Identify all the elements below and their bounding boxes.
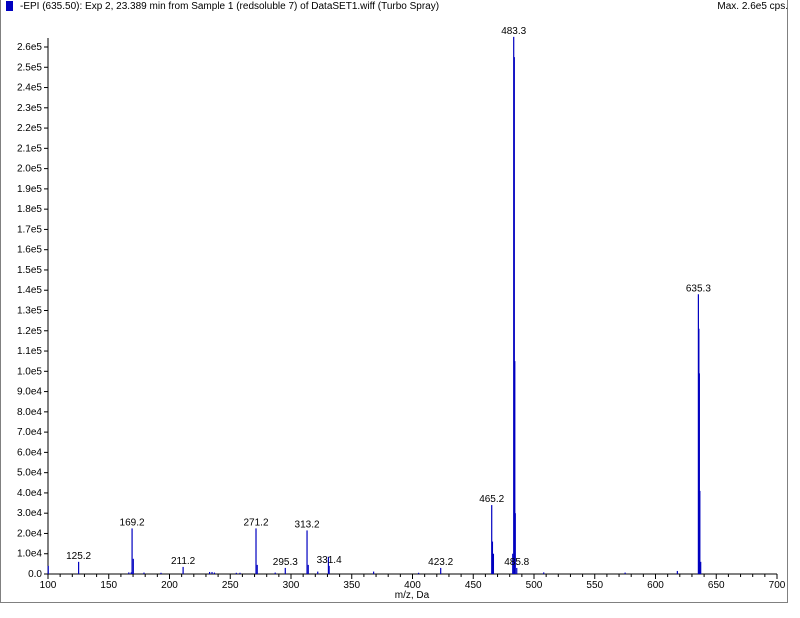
x-axis-label: m/z, Da: [395, 590, 430, 601]
peak-label: 313.2: [295, 519, 320, 530]
y-tick-label: 2.3e5: [17, 103, 42, 114]
x-tick-label: 700: [769, 580, 786, 591]
spectrum-title: -EPI (635.50): Exp 2, 23.389 min from Sa…: [20, 1, 440, 12]
y-tick-label: 3.0e4: [17, 508, 42, 519]
x-tick-label: 450: [465, 580, 482, 591]
peak-label: 211.2: [171, 556, 196, 567]
y-tick-label: 1.2e5: [17, 326, 42, 337]
y-tick-label: 0.0: [28, 569, 42, 580]
spectrum-window: [0, 0, 788, 603]
peak-label: 331.4: [317, 555, 342, 566]
y-tick-label: 2.1e5: [17, 143, 42, 154]
x-tick-label: 250: [222, 580, 239, 591]
peak-label: 295.3: [273, 557, 298, 568]
y-tick-label: 1.8e5: [17, 204, 42, 215]
max-intensity-label: Max. 2.6e5 cps.: [717, 1, 788, 12]
y-tick-label: 2.2e5: [17, 123, 42, 134]
y-tick-label: 8.0e4: [17, 407, 42, 418]
y-tick-label: 1.9e5: [17, 184, 42, 195]
x-tick-label: 650: [708, 580, 725, 591]
x-tick-label: 400: [404, 580, 421, 591]
y-tick-label: 2.0e4: [17, 528, 42, 539]
peak-label: 465.2: [479, 494, 504, 505]
y-tick-label: 1.3e5: [17, 306, 42, 317]
y-tick-label: 1.7e5: [17, 224, 42, 235]
y-tick-label: 6.0e4: [17, 447, 42, 458]
y-tick-label: 2.5e5: [17, 62, 42, 73]
peak-label: 485.8: [504, 557, 529, 568]
y-tick-label: 7.0e4: [17, 427, 42, 438]
peak-label: 423.2: [428, 557, 453, 568]
x-tick-label: 550: [586, 580, 603, 591]
y-tick-label: 9.0e4: [17, 387, 42, 398]
y-tick-label: 1.0e4: [17, 549, 42, 560]
x-tick-label: 150: [100, 580, 117, 591]
peak-label: 635.3: [686, 283, 711, 294]
x-tick-label: 500: [526, 580, 543, 591]
y-tick-label: 2.6e5: [17, 42, 42, 53]
peak-label: 483.3: [501, 26, 526, 37]
y-tick-label: 1.1e5: [17, 346, 42, 357]
x-tick-label: 100: [40, 580, 57, 591]
y-tick-label: 5.0e4: [17, 468, 42, 479]
peak-label: 271.2: [243, 517, 268, 528]
peak-label: 169.2: [120, 517, 145, 528]
series-color-marker: [6, 1, 13, 11]
y-tick-label: 1.0e5: [17, 366, 42, 377]
y-tick-label: 1.4e5: [17, 285, 42, 296]
x-tick-label: 350: [343, 580, 360, 591]
y-tick-label: 4.0e4: [17, 488, 42, 499]
y-tick-label: 2.4e5: [17, 83, 42, 94]
x-tick-label: 300: [283, 580, 300, 591]
y-tick-label: 2.0e5: [17, 164, 42, 175]
header: -EPI (635.50): Exp 2, 23.389 min from Sa…: [0, 0, 800, 16]
peak-label: 125.2: [66, 551, 91, 562]
y-tick-label: 1.6e5: [17, 245, 42, 256]
x-tick-label: 600: [647, 580, 664, 591]
x-tick-label: 200: [161, 580, 178, 591]
y-tick-label: 1.5e5: [17, 265, 42, 276]
